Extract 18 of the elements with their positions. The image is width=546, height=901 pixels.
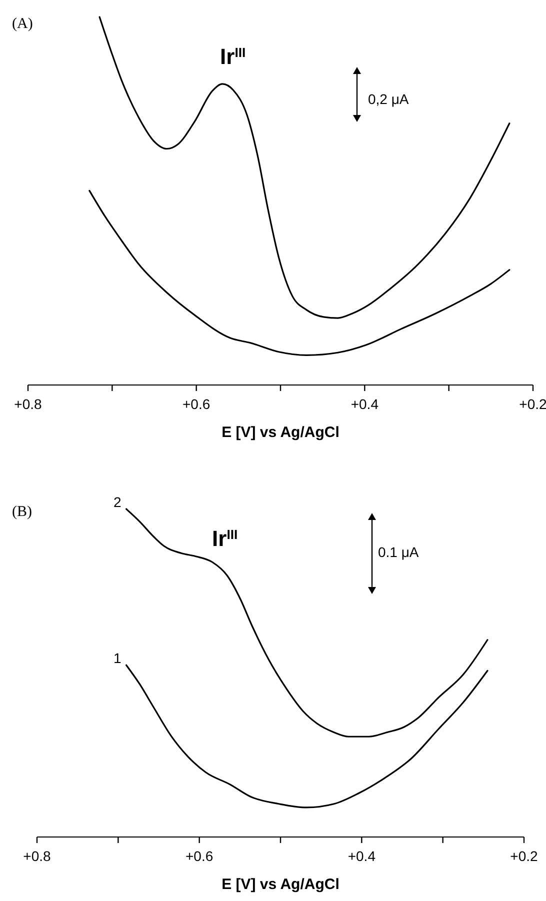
series-label: 2: [113, 494, 122, 510]
x-tick-label: +0.6: [186, 848, 214, 864]
x-tick-label: +0.2: [510, 848, 538, 864]
x-tick-label: +0.4: [348, 848, 376, 864]
x-axis-title: E [V] vs Ag/AgCl: [222, 424, 340, 441]
x-tick-label: +0.2: [519, 396, 546, 412]
annotation: 0.1 μA: [378, 544, 420, 560]
text: (B): [12, 504, 32, 520]
x-tick-label: +0.8: [23, 848, 52, 864]
x-tick-label: +0.6: [182, 396, 210, 412]
x-tick-label: +0.8: [14, 396, 42, 412]
annotation: Ir$^{III}$: [212, 526, 238, 551]
annotation: (A): [12, 16, 33, 32]
annotation: 0,2 μA: [368, 91, 410, 107]
series-label: 1: [113, 650, 122, 666]
annotation: Ir$^{III}$: [220, 44, 246, 69]
x-tick-label: +0.4: [350, 396, 379, 412]
x-axis-title: E [V] vs Ag/AgCl: [222, 876, 340, 893]
